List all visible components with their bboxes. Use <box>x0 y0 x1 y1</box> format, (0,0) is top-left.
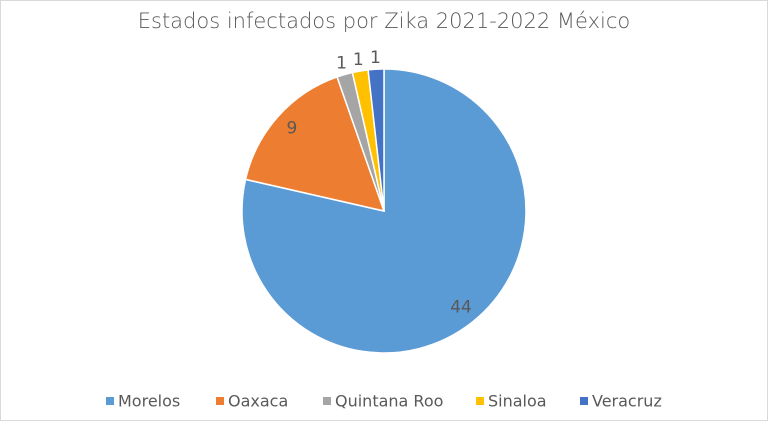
data-label: 1 <box>336 54 347 74</box>
pie-slice <box>244 76 386 213</box>
data-label: 44 <box>450 298 472 318</box>
legend-label: Sinaloa <box>488 392 547 411</box>
legend-swatch <box>216 397 224 405</box>
pie-slice <box>367 68 385 212</box>
chart-title: Estados infectados por Zika 2021-2022 Mé… <box>138 9 631 33</box>
legend-swatch <box>323 397 331 405</box>
legend-swatch <box>476 397 484 405</box>
data-label: 1 <box>370 48 381 68</box>
legend-swatch <box>106 397 114 405</box>
legend-label: Veracruz <box>592 392 662 411</box>
data-label: 9 <box>286 119 297 139</box>
legend-label: Morelos <box>118 392 180 411</box>
pie-slice <box>241 68 527 354</box>
legend-label: Oaxaca <box>228 392 288 411</box>
legend-label: Quintana Roo <box>335 392 443 411</box>
legend-swatch <box>580 397 588 405</box>
data-label: 1 <box>353 50 364 70</box>
